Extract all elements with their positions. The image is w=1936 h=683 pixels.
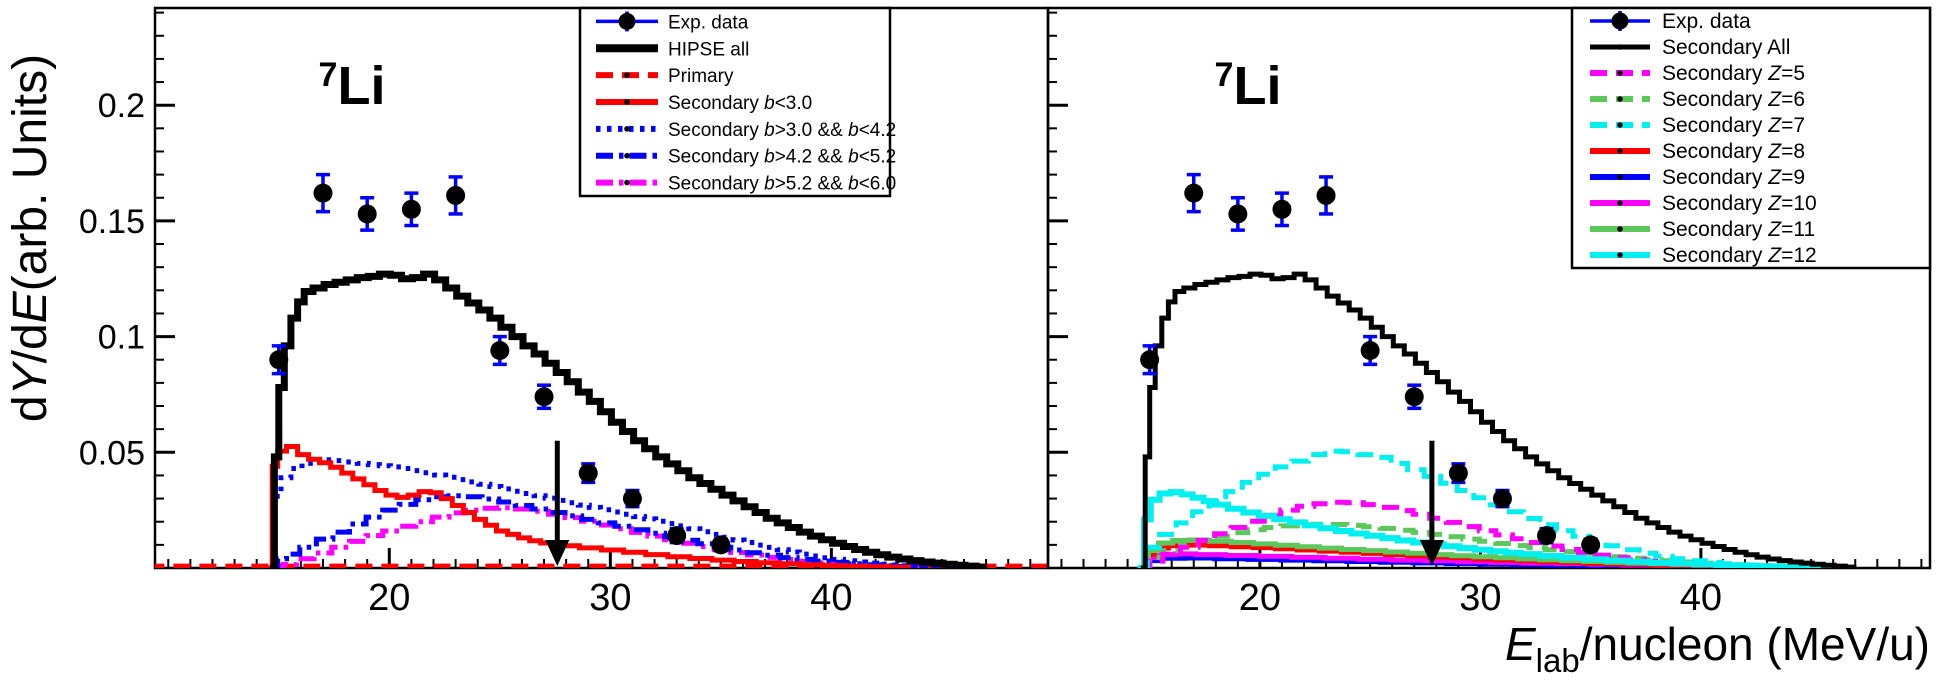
legend-item: Exp. data (596, 11, 749, 33)
legend-box (1570, 6, 1932, 270)
legend-label: Secondary Z=10 (1662, 192, 1817, 215)
panel-title: 7Li (319, 56, 386, 116)
exp-point (1228, 204, 1248, 224)
legend-label: HIPSE all (668, 39, 749, 60)
legend-item: Secondary All (1590, 36, 1790, 59)
exp-point (667, 526, 687, 546)
x-tick-label: 30 (589, 577, 631, 619)
exp-point (357, 204, 377, 224)
series-group (1137, 271, 1857, 568)
series-hipse-all (269, 270, 988, 568)
series-secondary-b2 (269, 457, 960, 568)
legend-item: Secondary Z=10 (1590, 192, 1817, 215)
x-tick-label: 30 (1459, 577, 1501, 619)
exp-data-points (1140, 172, 1601, 555)
exp-point (1492, 489, 1512, 509)
legend-item: Secondary Z=8 (1590, 140, 1805, 163)
legend-label: Secondary Z=6 (1662, 88, 1805, 111)
x-axis-title: Elab/nucleon (MeV/u) (1505, 618, 1930, 679)
series-secondary-all (1140, 271, 1857, 568)
series-secondary-z7 (1138, 448, 1836, 568)
panel-left: 20 30 40 0.05 0.1 0.15 0.2 7Li Exp. data HIPSE al… (79, 6, 1050, 619)
exp-point (401, 199, 421, 219)
legend-label: Secondary All (1662, 36, 1790, 59)
exp-point (1316, 185, 1336, 205)
series-group (155, 270, 1048, 568)
legend-item: Secondary Z=5 (1590, 62, 1805, 85)
legend: Exp. data HIPSE all Primary Secondary b<3.0… (578, 6, 896, 198)
legend-label: Secondary b>3.0 && b<4.2 (668, 120, 896, 141)
legend-label: Secondary Z=11 (1662, 218, 1815, 241)
exp-point (1448, 463, 1468, 483)
exp-point (578, 463, 598, 483)
x-tick-label: 20 (1239, 577, 1281, 619)
legend-item: Secondary b>3.0 && b<4.2 (596, 120, 896, 141)
legend-item: Secondary Z=12 (1590, 244, 1817, 267)
legend-item: Secondary b>4.2 && b<5.2 (596, 147, 896, 168)
beam-energy-arrow (545, 440, 570, 566)
legend-item: HIPSE all (596, 39, 749, 60)
exp-point (1404, 387, 1424, 407)
legend-label: Exp. data (668, 12, 749, 33)
x-tick-label: 40 (810, 577, 852, 619)
y-tick-label: 0.05 (79, 434, 145, 472)
legend-label: Secondary Z=9 (1662, 166, 1805, 189)
exp-marker-icon (1611, 12, 1629, 30)
legend-label: Secondary Z=5 (1662, 62, 1805, 85)
series-secondary-z6 (1140, 521, 1814, 568)
legend: Exp. data Secondary All Secondary Z=5 Secon… (1570, 6, 1932, 270)
exp-point (1184, 183, 1204, 203)
exp-point (534, 387, 554, 407)
exp-point (1537, 526, 1557, 546)
plot-frame (1046, 6, 1932, 570)
y-tick-label: 0.2 (98, 87, 145, 125)
series-secondary-b1 (267, 444, 911, 568)
legend-item: Secondary Z=9 (1590, 166, 1805, 189)
exp-point (1140, 350, 1160, 370)
exp-point (1581, 535, 1601, 555)
y-tick-label: 0.1 (98, 319, 145, 357)
exp-point (1360, 340, 1380, 360)
legend-item: Secondary Z=7 (1590, 114, 1805, 137)
legend-label: Secondary Z=8 (1662, 140, 1805, 163)
exp-marker-icon (618, 12, 636, 30)
exp-point (490, 340, 510, 360)
y-axis-title: dY/dE(arb. Units) (4, 54, 57, 422)
x-tick-label: 40 (1680, 577, 1722, 619)
y-tick-label: 0.15 (79, 203, 145, 241)
exp-point (622, 489, 642, 509)
legend-item: Secondary Z=6 (1590, 88, 1805, 111)
legend-label: Secondary b>5.2 && b<6.0 (668, 174, 896, 195)
legend-label: Secondary Z=7 (1662, 114, 1805, 137)
legend-label: Primary (668, 66, 734, 87)
legend-item: Secondary b<3.0 (596, 93, 812, 114)
series-secondary-b3 (271, 493, 938, 568)
exp-point (711, 535, 731, 555)
panel-right: 20 30 40 7Li Exp. data Secondary All Secondary… (1046, 6, 1932, 619)
legend-label: Secondary b<3.0 (668, 93, 812, 114)
legend-item: Primary (596, 66, 734, 87)
exp-point (313, 183, 333, 203)
exp-data-points (269, 172, 731, 555)
series-secondary-z12 (1137, 489, 1849, 568)
legend-item: Secondary b>5.2 && b<6.0 (596, 174, 896, 195)
legend-label: Secondary Z=12 (1662, 244, 1817, 267)
panel-title: 7Li (1215, 56, 1282, 116)
exp-point (269, 350, 289, 370)
legend-label: Exp. data (1662, 10, 1751, 33)
x-tick-label: 20 (368, 577, 410, 619)
legend-label: Secondary b>4.2 && b<5.2 (668, 147, 896, 168)
legend-item: Secondary Z=11 (1590, 218, 1815, 241)
legend-item: Exp. data (1590, 10, 1751, 33)
beam-energy-arrow (1419, 440, 1444, 566)
exp-point (446, 185, 466, 205)
exp-point (1272, 199, 1292, 219)
